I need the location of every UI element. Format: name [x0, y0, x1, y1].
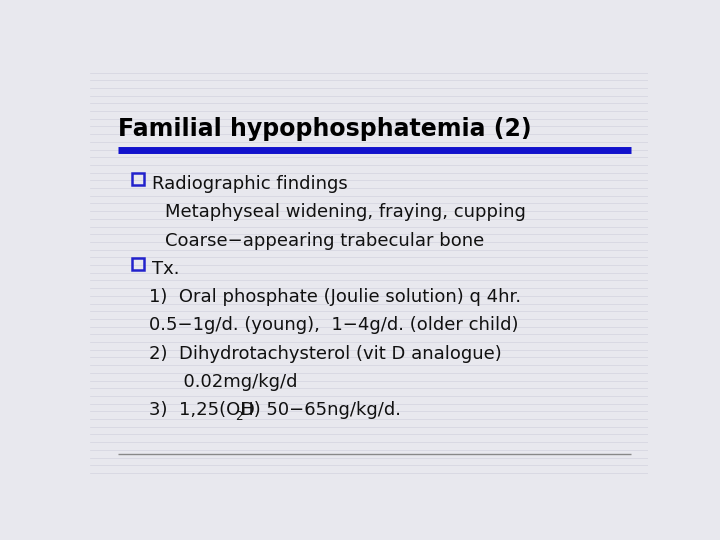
Text: Coarse−appearing trabecular bone: Coarse−appearing trabecular bone: [166, 232, 485, 249]
Text: D  50−65ng/kg/d.: D 50−65ng/kg/d.: [241, 401, 401, 419]
Text: 0.5−1g/d. (young),  1−4g/d. (older child): 0.5−1g/d. (young), 1−4g/d. (older child): [148, 316, 518, 334]
Text: Familial hypophosphatemia (2): Familial hypophosphatemia (2): [118, 117, 531, 141]
Text: Tx.: Tx.: [153, 260, 180, 278]
Text: 1)  Oral phosphate (Joulie solution) q 4hr.: 1) Oral phosphate (Joulie solution) q 4h…: [148, 288, 521, 306]
Text: 2)  Dihydrotachysterol (vit D analogue): 2) Dihydrotachysterol (vit D analogue): [148, 345, 501, 363]
Text: Radiographic findings: Radiographic findings: [153, 175, 348, 193]
Text: 3)  1,25(OH): 3) 1,25(OH): [148, 401, 261, 419]
Text: 2: 2: [235, 410, 243, 423]
Text: 0.02mg/kg/d: 0.02mg/kg/d: [148, 373, 297, 391]
Text: Metaphyseal widening, fraying, cupping: Metaphyseal widening, fraying, cupping: [166, 203, 526, 221]
